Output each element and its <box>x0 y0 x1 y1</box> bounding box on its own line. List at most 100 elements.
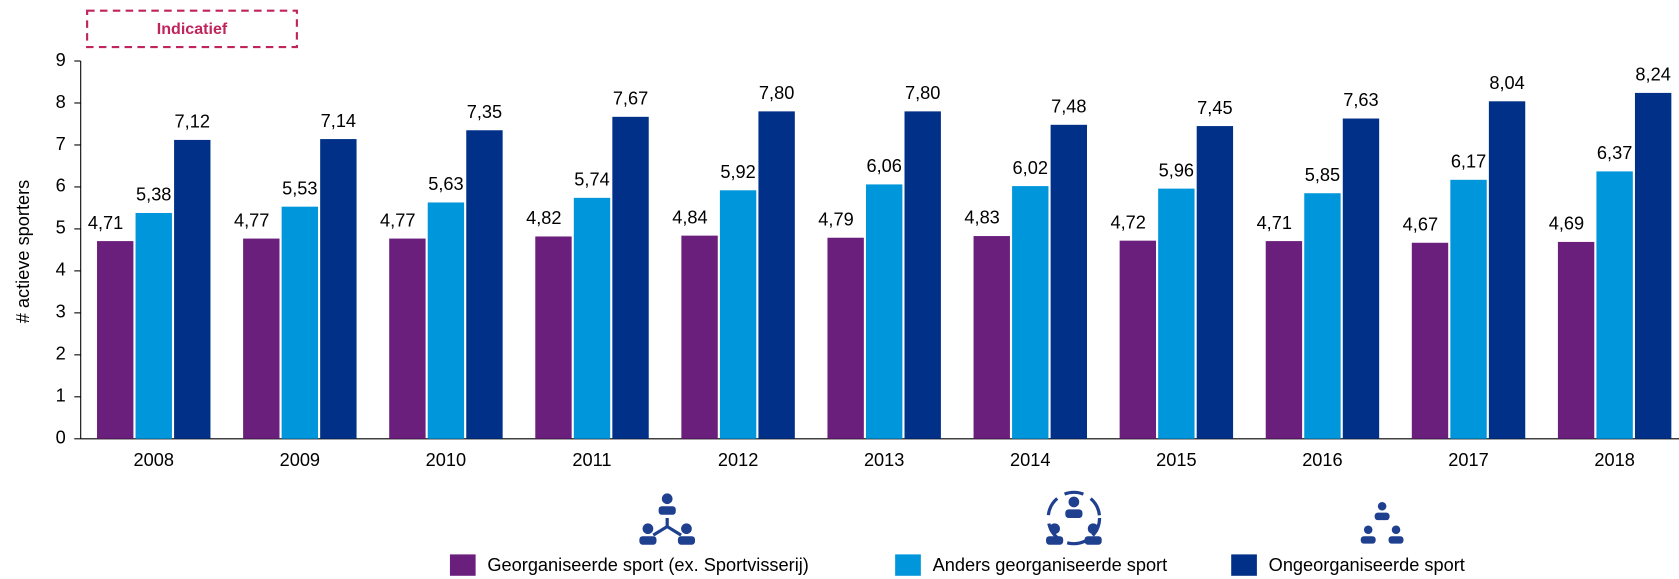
bar <box>535 236 572 439</box>
bar <box>1050 124 1087 439</box>
value-label: 7,63 <box>1343 90 1378 110</box>
bar <box>281 206 319 439</box>
legend-swatch <box>1231 554 1257 576</box>
bar <box>1488 101 1526 439</box>
bar <box>427 202 465 439</box>
bar <box>681 235 718 439</box>
bar <box>97 241 134 439</box>
badge: Indicatief <box>157 20 228 38</box>
bar <box>1596 171 1633 439</box>
x-tick-label: 2013 <box>864 450 904 470</box>
value-label: 6,06 <box>866 156 901 176</box>
value-label: 4,72 <box>1110 212 1145 232</box>
value-label: 7,48 <box>1051 96 1086 116</box>
legend-label: Anders georganiseerde sport <box>933 555 1168 575</box>
y-tick-label: 8 <box>56 92 66 112</box>
badge-box <box>86 9 298 49</box>
value-label: 6,37 <box>1597 143 1632 163</box>
value-label: 8,04 <box>1489 73 1524 93</box>
value-label: 4,71 <box>88 213 123 233</box>
x-tick-label: 2017 <box>1448 450 1488 470</box>
value-label: 4,77 <box>234 210 269 230</box>
legend-label: Ongeorganiseerde sport <box>1269 555 1465 575</box>
value-label: 7,80 <box>759 83 794 103</box>
value-label: 6,17 <box>1451 151 1486 171</box>
bar <box>719 190 757 439</box>
icon-other-organised <box>1046 490 1102 546</box>
value-label: 7,80 <box>905 83 940 103</box>
value-label: 7,67 <box>613 89 648 109</box>
x-tick-label: 2016 <box>1302 450 1342 470</box>
value-label: 4,84 <box>672 207 707 227</box>
bar <box>827 237 864 439</box>
value-label: 6,02 <box>1013 158 1048 178</box>
bar <box>973 236 1010 439</box>
value-label: 5,85 <box>1305 165 1340 185</box>
bar <box>758 111 795 439</box>
value-label: 5,53 <box>282 178 317 198</box>
y-tick-label: 3 <box>56 302 66 322</box>
bar <box>904 111 941 439</box>
legend-swatch <box>895 554 921 576</box>
bar <box>1411 242 1449 439</box>
x-tick-label: 2012 <box>718 450 758 470</box>
y-tick-label: 5 <box>56 218 66 238</box>
y-tick-label: 6 <box>56 176 66 196</box>
bar <box>865 184 903 439</box>
x-tick-label: 2015 <box>1156 450 1196 470</box>
bar <box>174 139 211 439</box>
x-tick-label: 2018 <box>1594 450 1634 470</box>
value-label: 5,38 <box>136 185 171 205</box>
bar <box>1450 179 1487 439</box>
value-label: 4,67 <box>1403 214 1438 234</box>
bar <box>1196 126 1234 439</box>
value-label: 7,35 <box>467 102 502 122</box>
value-label: 5,63 <box>428 174 463 194</box>
value-label: 7,14 <box>321 111 356 131</box>
bar <box>135 212 172 439</box>
bar <box>1634 92 1672 439</box>
value-label: 4,83 <box>964 208 999 228</box>
bar <box>1342 118 1380 439</box>
value-label: 8,24 <box>1635 65 1670 85</box>
x-tick-label: 2011 <box>572 450 611 470</box>
bar <box>1012 186 1049 439</box>
value-label: 4,82 <box>526 208 561 228</box>
legend-label: Georganiseerde sport (ex. Sportvisserij) <box>487 555 808 575</box>
x-tick-label: 2008 <box>134 450 174 470</box>
y-tick-label: 2 <box>56 344 66 364</box>
y-tick-label: 7 <box>56 134 66 154</box>
icon-unorganised <box>1360 501 1404 544</box>
y-axis-title: # actieve sporters <box>13 180 33 324</box>
x-tick-label: 2014 <box>1010 450 1050 470</box>
value-label: 5,96 <box>1159 160 1194 180</box>
value-label: 7,45 <box>1197 98 1232 118</box>
bar <box>573 197 611 439</box>
x-tick-label: 2010 <box>426 450 466 470</box>
x-tick-label: 2009 <box>280 450 320 470</box>
value-label: 7,12 <box>175 112 210 132</box>
value-label: 5,74 <box>574 170 609 190</box>
bar <box>466 130 503 439</box>
bar <box>389 238 426 439</box>
value-label: 5,92 <box>720 162 755 182</box>
value-label: 4,77 <box>380 210 415 230</box>
y-tick-label: 9 <box>56 50 66 70</box>
value-label: 4,69 <box>1549 214 1584 234</box>
y-tick-label: 4 <box>56 260 66 280</box>
bar <box>1304 193 1341 439</box>
bar <box>612 116 649 439</box>
icon-organised <box>639 493 696 545</box>
value-label: 4,79 <box>818 209 853 229</box>
y-tick-label: 1 <box>56 386 66 406</box>
bar <box>1557 241 1595 439</box>
legend-swatch <box>449 554 476 576</box>
y-tick-label: 0 <box>56 428 66 448</box>
bar <box>1119 240 1157 439</box>
bar <box>320 139 357 439</box>
value-label: 4,71 <box>1257 213 1292 233</box>
icons <box>639 490 1404 546</box>
bar <box>243 238 280 439</box>
bar <box>1265 241 1303 439</box>
bar <box>1158 188 1195 439</box>
